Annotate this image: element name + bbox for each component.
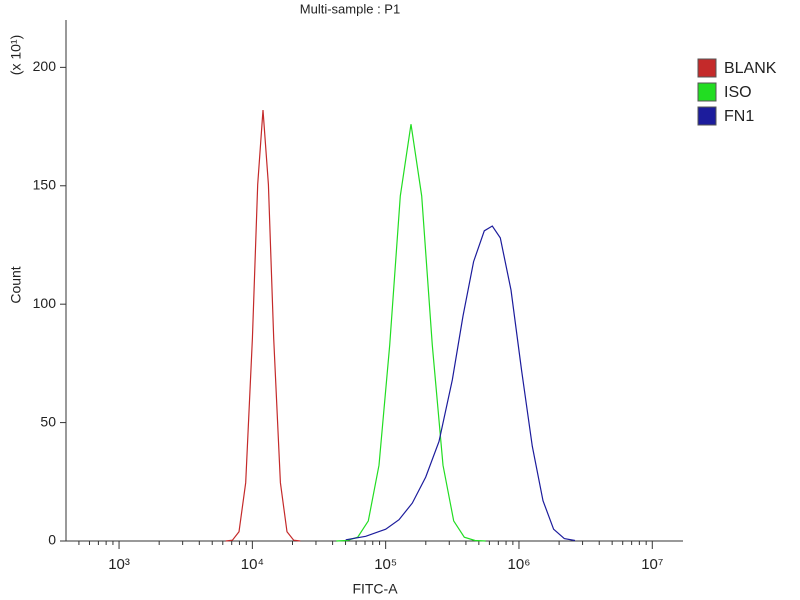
legend-swatch	[697, 106, 717, 126]
legend-swatch	[697, 82, 717, 102]
x-tick-label: 10⁷	[641, 556, 663, 573]
x-tick-label: 10⁴	[241, 556, 264, 573]
y-tick-label: 200	[33, 58, 57, 74]
x-tick-label: 10⁶	[508, 556, 531, 573]
y-tick-label: 0	[48, 532, 56, 548]
legend-swatch	[697, 58, 717, 78]
y-tick-label: 150	[33, 176, 57, 192]
chart-title: Multi-sample : P1	[300, 1, 400, 16]
series-line	[225, 109, 301, 542]
y-axis-label: Count	[8, 266, 24, 303]
x-tick-label: 10⁵	[374, 556, 397, 573]
y-tick-label: 100	[33, 295, 57, 311]
x-tick-label: 10³	[108, 556, 130, 573]
y-tick-label: 50	[40, 413, 56, 429]
legend-label: FN1	[724, 108, 754, 125]
legend-label: BLANK	[724, 60, 777, 77]
legend-label: ISO	[724, 84, 752, 101]
y-multiplier: (x 10¹)	[8, 35, 24, 75]
series-line	[345, 225, 576, 542]
series-line	[336, 124, 486, 542]
x-axis-label: FITC-A	[352, 581, 398, 597]
